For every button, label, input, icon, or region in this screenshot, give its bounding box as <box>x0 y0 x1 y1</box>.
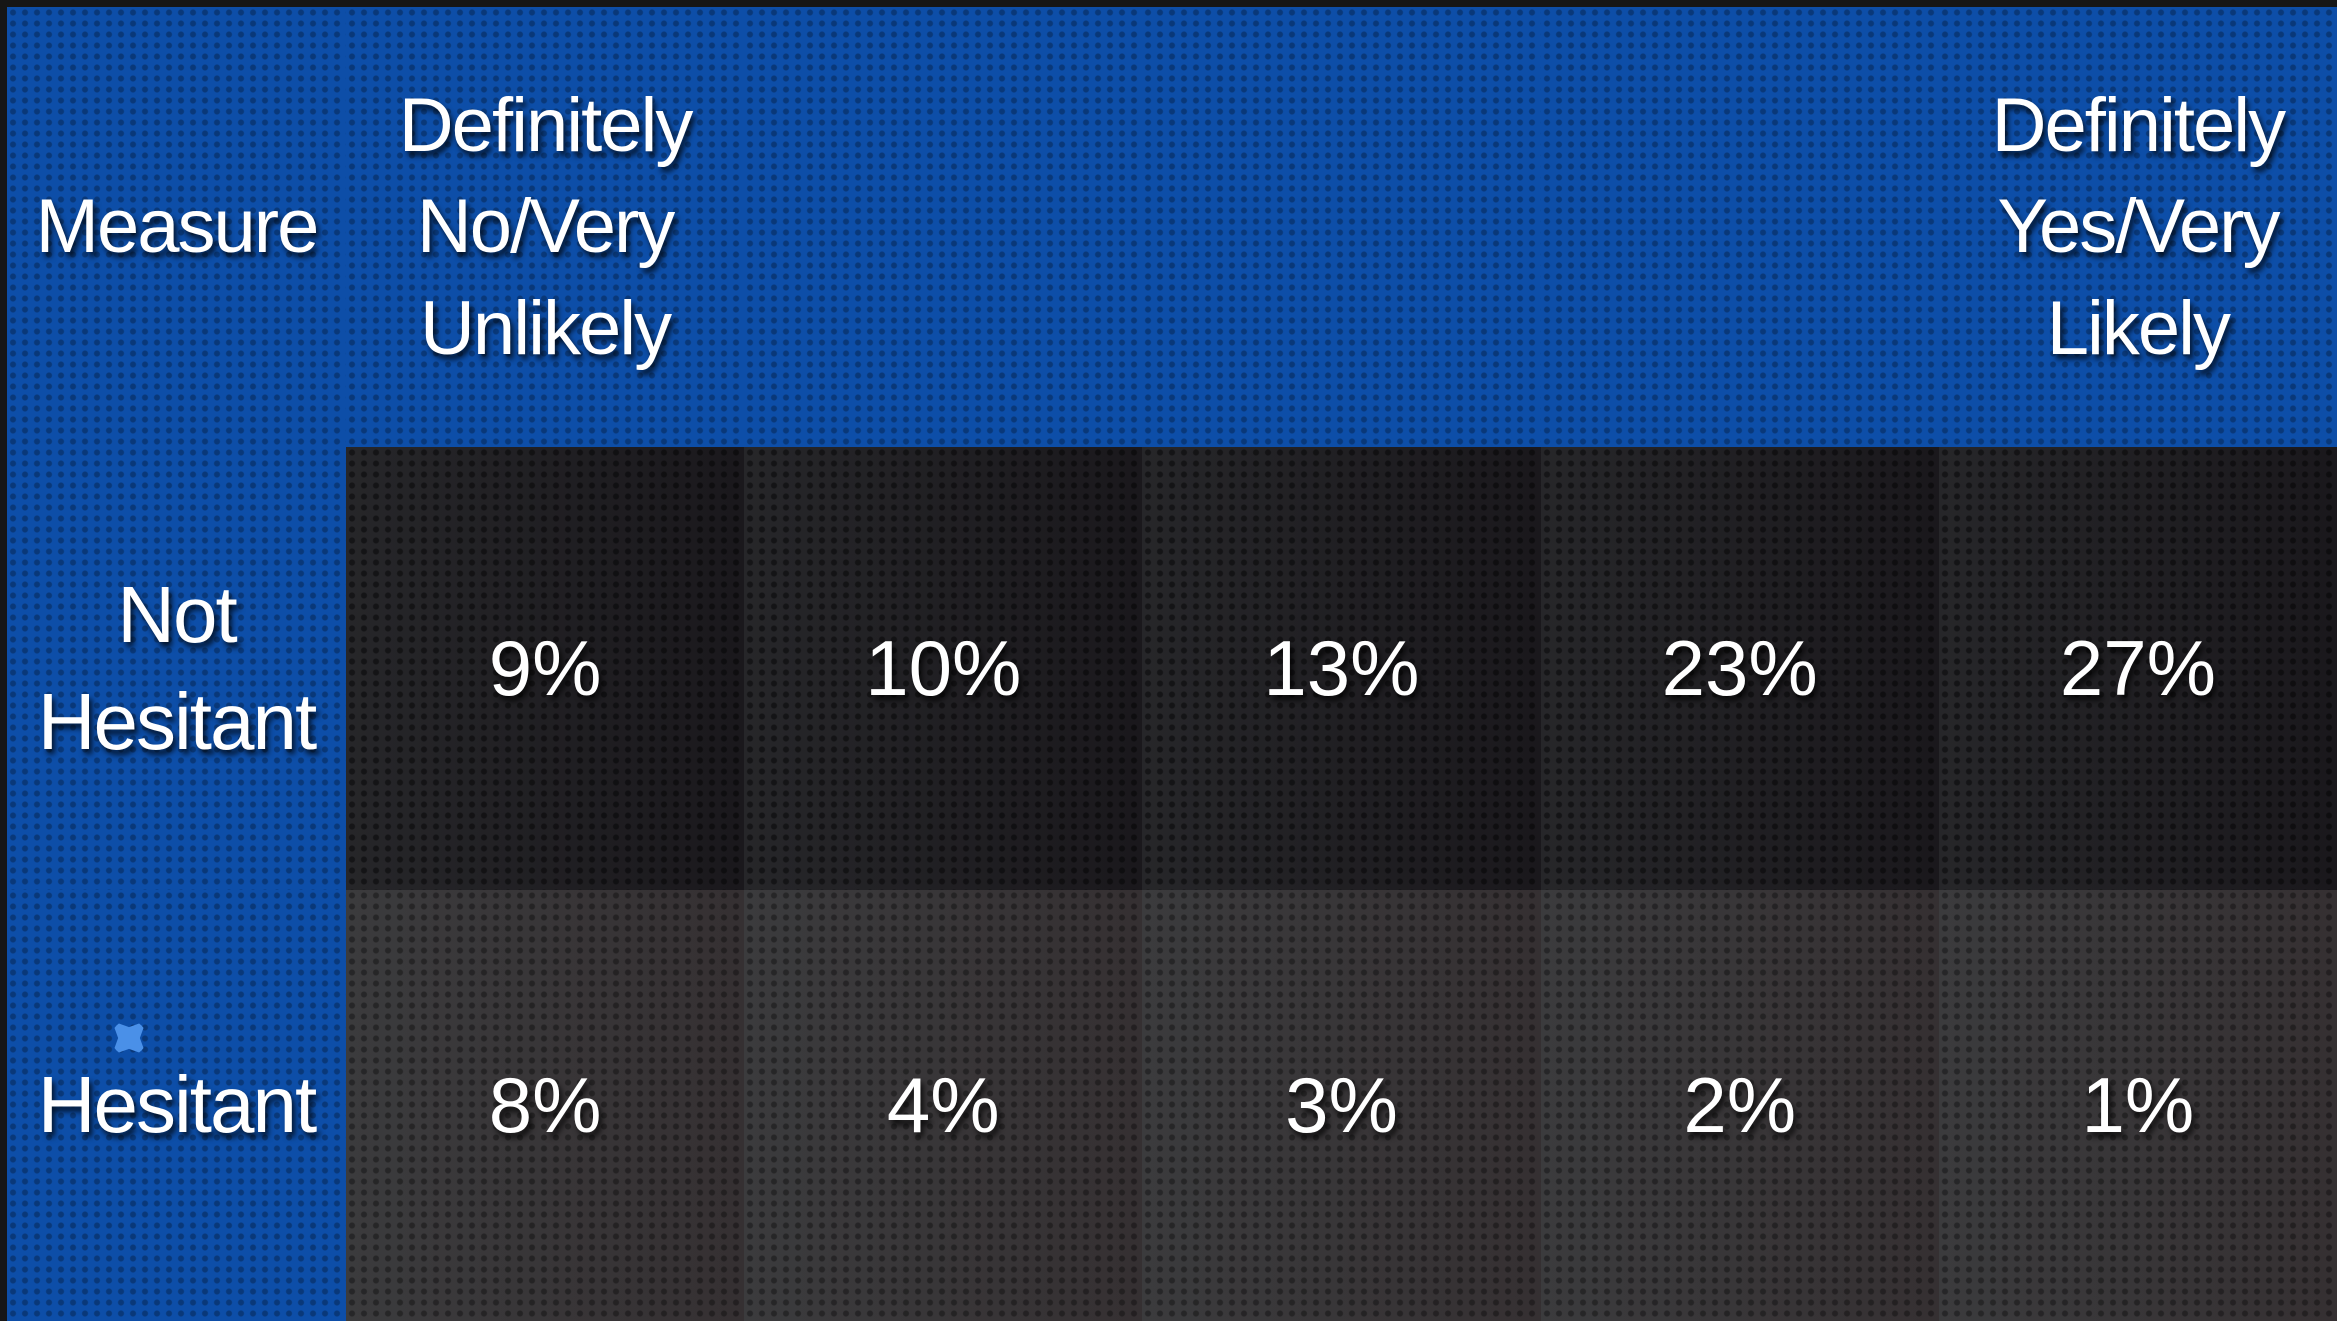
value-cell: 2% <box>1540 890 1939 1321</box>
header-cell <box>1540 7 1939 447</box>
value-cell: 8% <box>346 890 745 1321</box>
value-cell: 1% <box>1938 890 2337 1321</box>
value-cell: 23% <box>1540 447 1939 890</box>
header-cell: Definitely Yes/Very Likely <box>1938 7 2337 447</box>
value-cell: 27% <box>1938 447 2337 890</box>
row-label-cell: Hesitant <box>7 890 346 1321</box>
header-cell <box>1142 7 1541 447</box>
row-label: Hesitant <box>37 1060 317 1150</box>
table: Measure Definitely No/Very Unlikely Defi… <box>7 7 2337 1321</box>
value-cell: 10% <box>744 447 1143 890</box>
row-label: Not Hesitant <box>7 447 346 890</box>
header-cell <box>744 7 1143 447</box>
header-cell: Measure <box>7 7 346 447</box>
value-cell: 13% <box>1142 447 1541 890</box>
header-cell: Definitely No/Very Unlikely <box>346 7 745 447</box>
value-cell: 3% <box>1142 890 1541 1321</box>
value-cell: 4% <box>744 890 1143 1321</box>
bullet-icon <box>112 1021 146 1055</box>
value-cell: 9% <box>346 447 745 890</box>
